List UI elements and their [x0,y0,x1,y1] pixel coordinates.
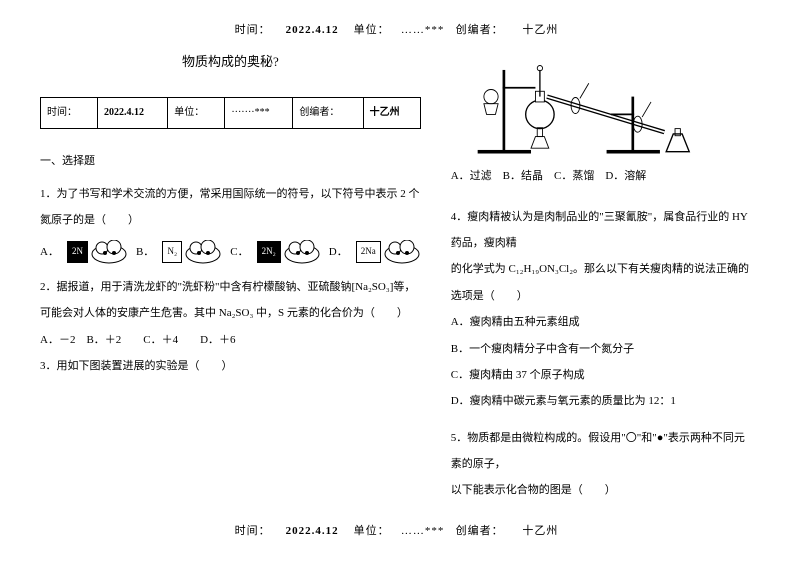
q1-options: A． 2N B． N₂ C． 2N₂ D． 2Na [40,240,421,264]
q1-optA-tag: 2N [67,241,88,263]
q3-options: A．过滤 B．结晶 C．蒸馏 D．溶解 [451,163,753,189]
distillation-figure [451,48,753,163]
footer-author-value: 十乙州 [522,525,558,537]
footer-author-label: 创编者： [456,525,504,537]
footer-time-value: 2022.4.12 [286,525,339,537]
q1-optB-tag: N₂ [162,241,182,263]
q2-line2: 可能会对人体的安康产生危害。其中 Na₂SO₃ 中，S 元素的化合价为（ ） [40,300,421,326]
question-4: 4．瘦肉精被认为是肉制品业的"三聚氰胺"，属食品行业的 HY 药品，瘦肉精 的化… [451,204,753,415]
cloud-icon [90,240,128,264]
q1-optC-label: C． [230,240,248,264]
spacer [451,190,753,204]
q5-line1: 5．物质都是由微粒构成的。假设用"〇"和"●"表示两种不同元素的原子， [451,425,753,478]
q1-line1: 1．为了书写和学术交流的方便，常采用国际统一的符号，以下符号中表示 2 个 [40,181,421,207]
q1-optD-figure: 2Na [356,240,421,264]
page-footer: 时间： 2022.4.12 单位： ……*** 创编者： 十乙州 [0,519,793,543]
header-unit-value: ……*** [401,24,445,36]
q1-optA-label: A． [40,240,59,264]
q4-optD: D．瘦肉精中碳元素与氧元素的质量比为 12：1 [451,388,753,414]
question-1: 1．为了书写和学术交流的方便，常采用国际统一的符号，以下符号中表示 2 个 氮原… [40,181,421,234]
footer-time-label: 时间： [235,525,271,537]
table-row: 时间： 2022.4.12 单位： ·······*** 创编者： 十乙州 [41,97,421,128]
q1-optC-figure: 2N₂ [257,240,321,264]
cell-unit-value: ·······*** [225,97,293,128]
cell-author-value: 十乙州 [363,97,420,128]
header-time-value: 2022.4.12 [286,24,339,36]
q1-optC-tag: 2N₂ [257,241,281,263]
spacer [451,415,753,425]
content-columns: 物质构成的奥秘? 时间： 2022.4.12 单位： ·······*** 创编… [40,48,753,504]
header-unit-label: 单位： [354,24,390,36]
q1-line2: 氮原子的是（ ） [40,207,421,233]
question-3: 3．用如下图装置进展的实验是（ ） [40,353,421,379]
q1-optB-label: B． [136,240,154,264]
left-column: 物质构成的奥秘? 时间： 2022.4.12 单位： ·······*** 创编… [40,48,421,504]
cloud-icon [184,240,222,264]
footer-unit-label: 单位： [354,525,390,537]
q2-line1: 2．据报道，用于清洗龙虾的"洗虾粉"中含有柠檬酸钠、亚硫酸钠[Na₂SO₃]等， [40,274,421,300]
right-column: A．过滤 B．结晶 C．蒸馏 D．溶解 4．瘦肉精被认为是肉制品业的"三聚氰胺"… [451,48,753,504]
q1-optD-tag: 2Na [356,241,381,263]
cell-time-label: 时间： [41,97,98,128]
footer-unit-value: ……*** [401,525,445,537]
question-2: 2．据报道，用于清洗龙虾的"洗虾粉"中含有柠檬酸钠、亚硫酸钠[Na₂SO₃]等，… [40,274,421,353]
question-5: 5．物质都是由微粒构成的。假设用"〇"和"●"表示两种不同元素的原子， 以下能表… [451,425,753,504]
q1-optD-label: D． [329,240,348,264]
header-author-value: 十乙州 [522,24,558,36]
q4-optC: C．瘦肉精由 37 个原子构成 [451,362,753,388]
q5-line2: 以下能表示化合物的图是（ ） [451,477,753,503]
q4-line2: 的化学式为 C₁₂H₁₉ON₃Cl₂。那么以下有关瘦肉精的说法正确的选项是（ ） [451,256,753,309]
cloud-icon [383,240,421,264]
document-title: 物质构成的奥秘? [40,48,421,77]
header-time-label: 时间： [235,24,271,36]
distillation-apparatus-icon [451,48,753,163]
q2-options: A．－2 B．＋2 C．＋4 D．＋6 [40,327,421,353]
q1-optB-figure: N₂ [162,240,222,264]
cloud-icon [283,240,321,264]
q1-optA-figure: 2N [67,240,128,264]
section-heading: 一、选择题 [40,149,421,173]
header-author-label: 创编者： [456,24,504,36]
info-table: 时间： 2022.4.12 单位： ·······*** 创编者： 十乙州 [40,97,421,129]
q4-optB: B．一个瘦肉精分子中含有一个氮分子 [451,336,753,362]
cell-author-label: 创编者： [293,97,363,128]
q4-optA: A．瘦肉精由五种元素组成 [451,309,753,335]
page-header: 时间： 2022.4.12 单位： ……*** 创编者： 十乙州 [40,18,753,42]
q4-line1: 4．瘦肉精被认为是肉制品业的"三聚氰胺"，属食品行业的 HY 药品，瘦肉精 [451,204,753,257]
cell-time-value: 2022.4.12 [98,97,168,128]
cell-unit-label: 单位： [168,97,225,128]
